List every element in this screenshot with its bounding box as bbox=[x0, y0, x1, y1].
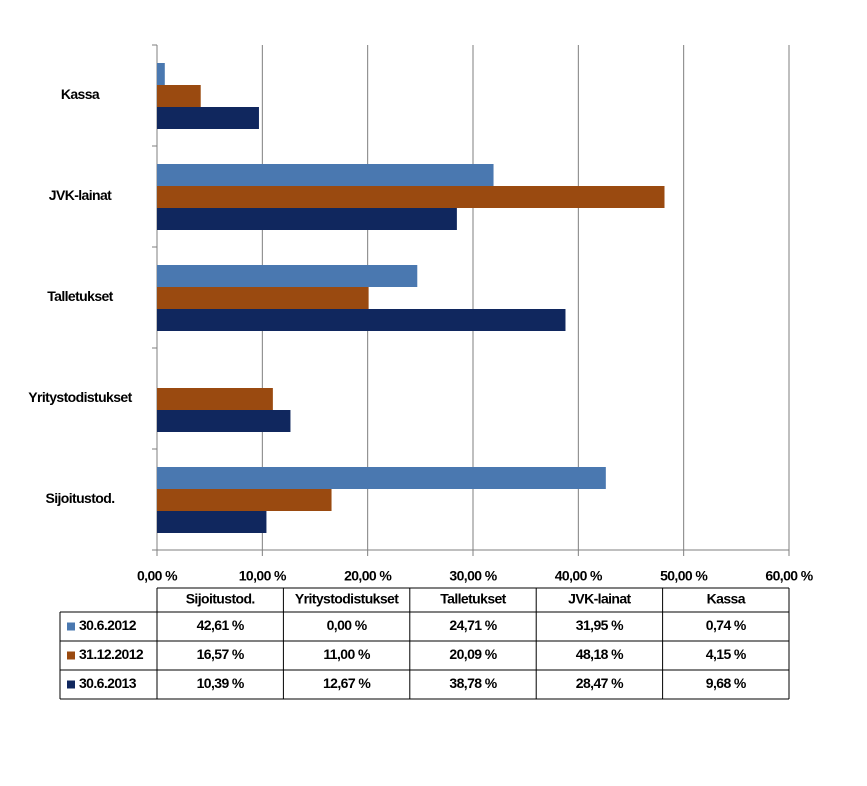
table-value: 31,95 % bbox=[576, 617, 624, 633]
bar bbox=[157, 410, 291, 432]
table-header: Yritystodistukset bbox=[295, 591, 399, 607]
table-value: 9,68 % bbox=[706, 675, 747, 691]
x-tick-label: 50,00 % bbox=[660, 568, 708, 584]
bar bbox=[157, 511, 267, 533]
table-value: 12,67 % bbox=[323, 675, 371, 691]
bar bbox=[157, 265, 418, 287]
x-tick-label: 60,00 % bbox=[765, 568, 813, 584]
table-header: Sijoitustod. bbox=[186, 591, 255, 607]
x-tick-label: 10,00 % bbox=[239, 568, 287, 584]
y-tick-label: Yritystodistukset bbox=[28, 389, 132, 405]
legend-key bbox=[67, 622, 75, 631]
table-value: 38,78 % bbox=[449, 675, 497, 691]
y-tick-label: Sijoitustod. bbox=[45, 490, 114, 506]
table-value: 0,74 % bbox=[706, 617, 747, 633]
bar bbox=[157, 63, 165, 85]
table-header: Talletukset bbox=[440, 591, 506, 607]
legend-key bbox=[67, 680, 75, 689]
legend-key bbox=[67, 651, 75, 660]
table-value: 16,57 % bbox=[197, 646, 245, 662]
table-value: 10,39 % bbox=[197, 675, 245, 691]
bar bbox=[157, 186, 665, 208]
table-value: 48,18 % bbox=[576, 646, 624, 662]
y-tick-label: JVK-lainat bbox=[49, 187, 112, 203]
x-tick-label: 20,00 % bbox=[344, 568, 392, 584]
y-tick-label: Kassa bbox=[61, 86, 100, 102]
bar bbox=[157, 208, 457, 230]
table-value: 0,00 % bbox=[327, 617, 368, 633]
x-tick-label: 30,00 % bbox=[449, 568, 497, 584]
legend-label: 30.6.2012 bbox=[79, 617, 137, 633]
table-header: Kassa bbox=[707, 591, 746, 607]
bar bbox=[157, 489, 332, 511]
table-value: 24,71 % bbox=[449, 617, 497, 633]
bar bbox=[157, 309, 566, 331]
table-value: 4,15 % bbox=[706, 646, 747, 662]
table-value: 42,61 % bbox=[197, 617, 245, 633]
y-tick-label: Talletukset bbox=[47, 288, 113, 304]
bar bbox=[157, 107, 259, 129]
x-tick-label: 0,00 % bbox=[137, 568, 178, 584]
table-value: 11,00 % bbox=[323, 646, 371, 662]
table-value: 20,09 % bbox=[449, 646, 497, 662]
bar bbox=[157, 85, 201, 107]
x-tick-label: 40,00 % bbox=[555, 568, 603, 584]
bar bbox=[157, 287, 369, 309]
bar bbox=[157, 164, 494, 186]
legend-label: 30.6.2013 bbox=[79, 675, 137, 691]
bar bbox=[157, 467, 606, 489]
bar bbox=[157, 388, 273, 410]
table-value: 28,47 % bbox=[576, 675, 624, 691]
legend-label: 31.12.2012 bbox=[79, 646, 144, 662]
table-header: JVK-lainat bbox=[568, 591, 631, 607]
